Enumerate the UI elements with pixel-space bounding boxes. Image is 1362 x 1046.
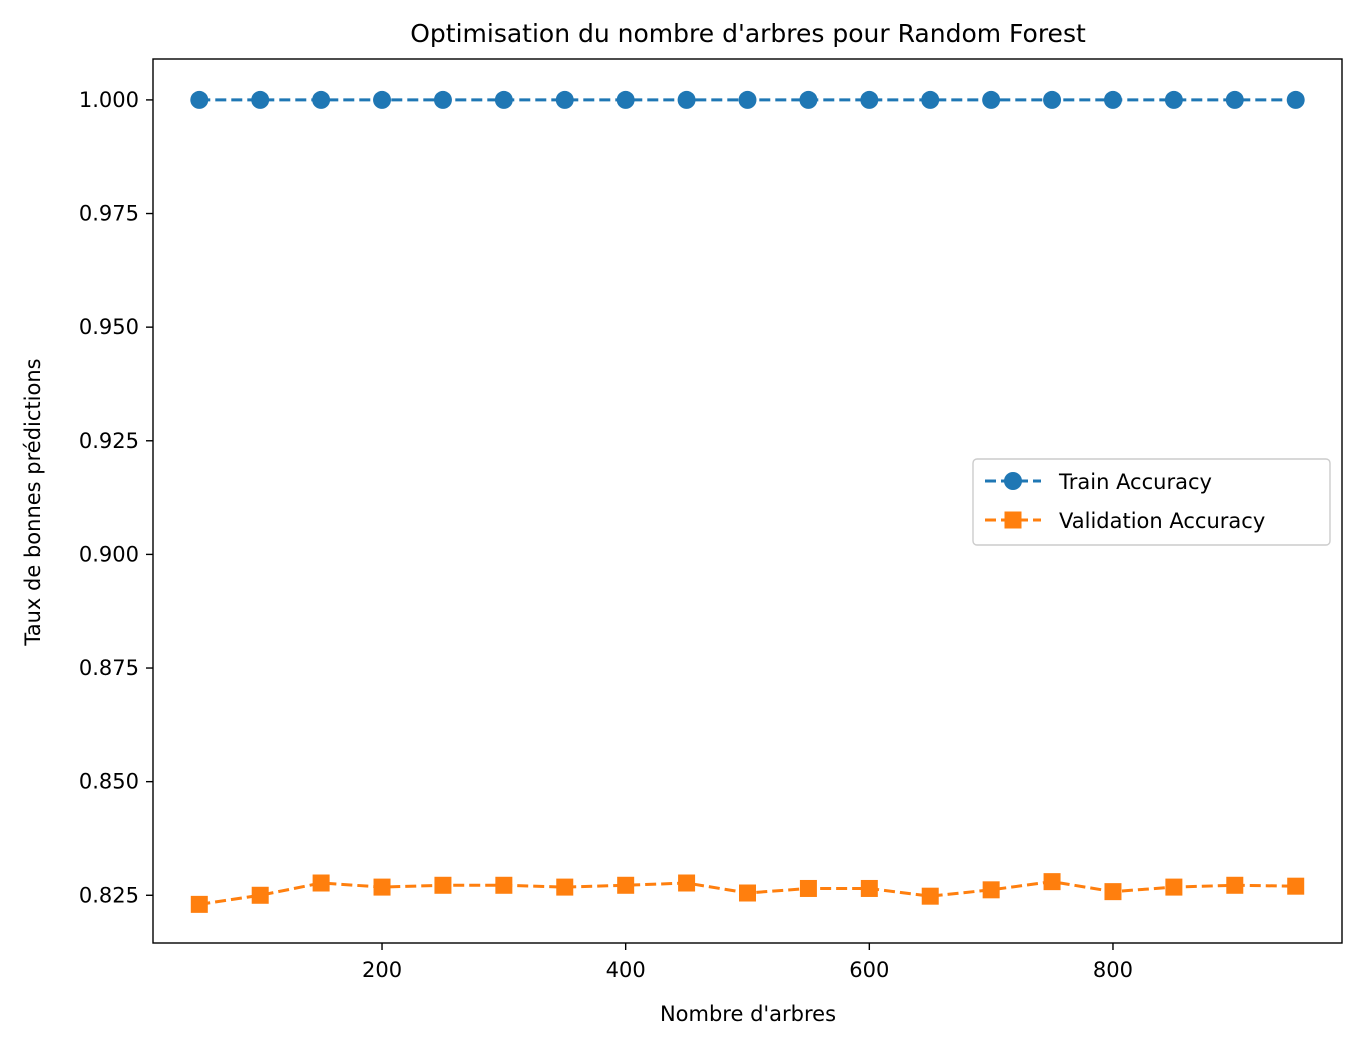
x-tick-label: 800 [1093,958,1133,982]
data-point [1103,90,1122,109]
data-point [739,884,756,902]
data-point [982,90,1001,109]
y-tick-label: 0.850 [79,770,139,794]
y-tick-label: 0.825 [79,883,139,907]
data-point [799,90,818,109]
legend-label: Train Accuracy [1058,470,1212,494]
data-point [799,879,817,897]
data-point [494,90,513,109]
data-point [678,874,696,892]
data-point [434,876,452,894]
data-point [1226,876,1244,894]
data-point [1043,873,1061,891]
legend-box [972,458,1331,546]
y-tick-label: 0.875 [79,656,139,680]
x-tick-label: 200 [362,958,402,982]
data-point [312,90,331,109]
data-point [251,886,269,904]
data-point [860,879,878,897]
plot-area: 200 400 600 800 0.825 0.850 0.875 0.900 0.925 0.9… [79,58,1343,982]
y-tick-label: 1.000 [79,88,139,112]
y-tick-label: 0.925 [79,429,139,453]
legend-marker [1004,511,1022,529]
x-axis-title: Nombre d'arbres [660,1002,836,1026]
data-point [860,90,879,109]
chart-title: Optimisation du nombre d'arbres pour Ran… [410,19,1086,48]
data-point [617,876,635,894]
data-point [555,90,574,109]
axes-frame [152,58,1343,944]
data-point [1225,90,1244,109]
data-point [921,90,940,109]
y-tick-label: 0.950 [79,315,139,339]
data-point [495,876,513,894]
y-tick-label: 0.900 [79,542,139,566]
y-tick-label: 0.975 [79,202,139,226]
legend-label: Validation Accuracy [1059,509,1265,533]
data-point [373,878,391,896]
data-point [190,90,209,109]
data-point [1164,90,1183,109]
x-tick-label: 400 [606,958,646,982]
y-axis-title: Taux de bonnes prédictions [21,358,45,646]
data-point [1286,90,1305,109]
data-point [921,887,939,905]
data-point [433,90,452,109]
data-point [251,90,270,109]
data-point [1043,90,1062,109]
data-point [190,895,208,913]
x-tick-label: 600 [849,958,889,982]
data-point [312,874,330,892]
legend: Train Accuracy Validation Accuracy [972,458,1331,546]
data-point [1287,877,1305,895]
data-point [677,90,696,109]
data-point [1104,883,1122,901]
data-point [616,90,635,109]
data-point [556,878,574,896]
data-point [738,90,757,109]
data-point [982,881,1000,899]
data-point [1165,878,1183,896]
legend-marker [1004,472,1022,490]
data-point [373,90,392,109]
